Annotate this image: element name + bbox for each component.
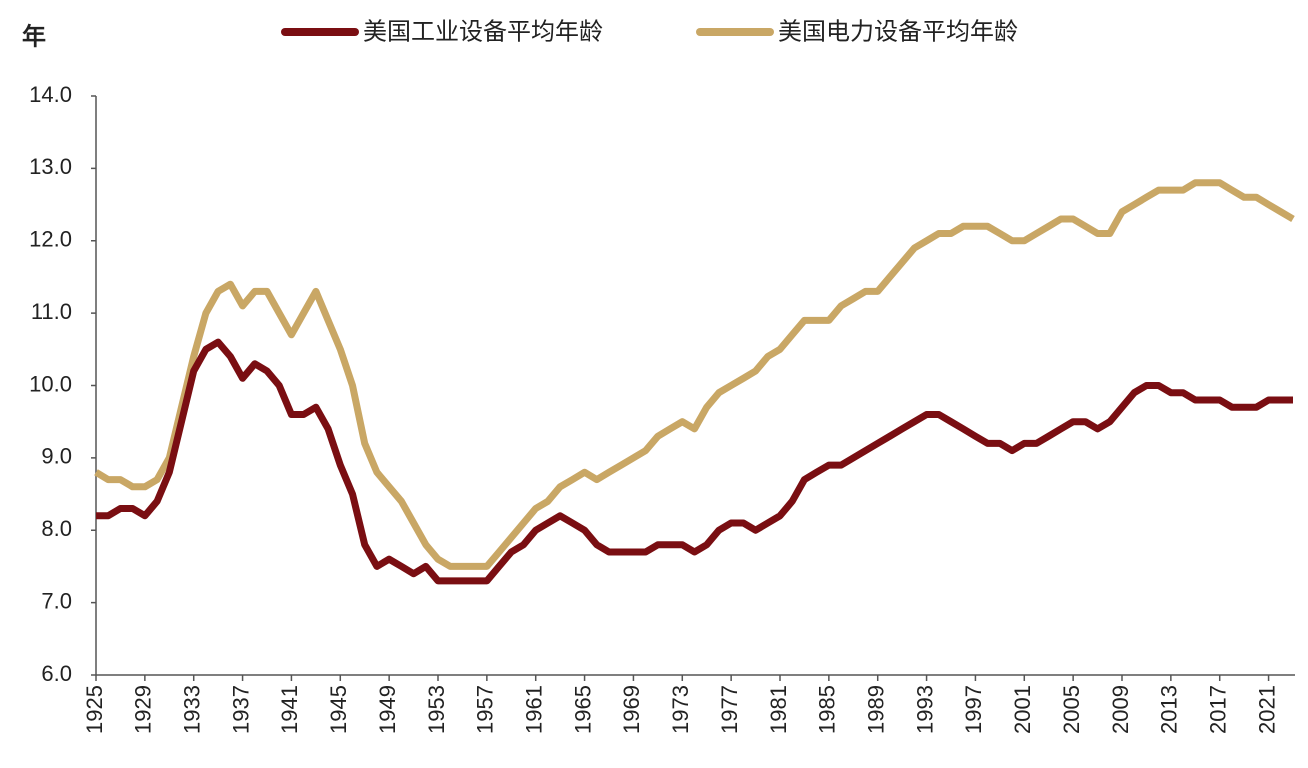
y-tick-label: 11.0 [31, 299, 72, 324]
x-tick-label: 2017 [1206, 685, 1231, 734]
y-tick-label: 10.0 [29, 371, 72, 396]
x-tick-label: 1925 [82, 685, 107, 734]
series-line [94, 179, 1295, 570]
x-tick-label: 1933 [180, 685, 205, 734]
y-tick-label: 12.0 [29, 227, 72, 252]
x-tick-label: 1977 [717, 685, 742, 734]
x-tick-label: 1973 [668, 685, 693, 734]
x-tick-label: 1937 [228, 685, 253, 734]
y-tick-label: 9.0 [41, 444, 72, 469]
x-tick-label: 1981 [766, 685, 791, 734]
legend-label: 美国工业设备平均年龄 [363, 18, 603, 45]
x-tick-label: 1961 [522, 685, 547, 734]
x-tick-label: 1957 [473, 685, 498, 734]
x-tick-label: 1941 [277, 685, 302, 734]
x-tick-label: 2001 [1010, 685, 1035, 734]
x-tick-label: 1969 [619, 685, 644, 734]
x-tick-label: 1945 [326, 685, 351, 734]
x-tick-label: 1997 [961, 685, 986, 734]
x-tick-label: 2005 [1059, 685, 1084, 734]
x-tick-label: 1953 [424, 685, 449, 734]
x-tick-label: 1989 [864, 685, 889, 734]
y-tick-label: 13.0 [29, 154, 72, 179]
y-tick-label: 14.0 [29, 82, 72, 107]
x-tick-label: 2021 [1254, 685, 1279, 734]
x-tick-label: 1993 [912, 685, 937, 734]
x-tick-label: 1985 [815, 685, 840, 734]
y-tick-label: 7.0 [41, 588, 72, 613]
x-tick-label: 2009 [1108, 685, 1133, 734]
y-tick-label: 8.0 [41, 516, 72, 541]
x-tick-label: 2013 [1157, 685, 1182, 734]
legend-label: 美国电力设备平均年龄 [778, 18, 1018, 45]
y-unit-label: 年 [22, 22, 46, 50]
series-line [96, 338, 1293, 585]
x-tick-label: 1949 [375, 685, 400, 734]
x-tick-label: 1965 [570, 685, 595, 734]
x-tick-label: 1929 [131, 685, 156, 734]
y-tick-label: 6.0 [41, 661, 72, 686]
